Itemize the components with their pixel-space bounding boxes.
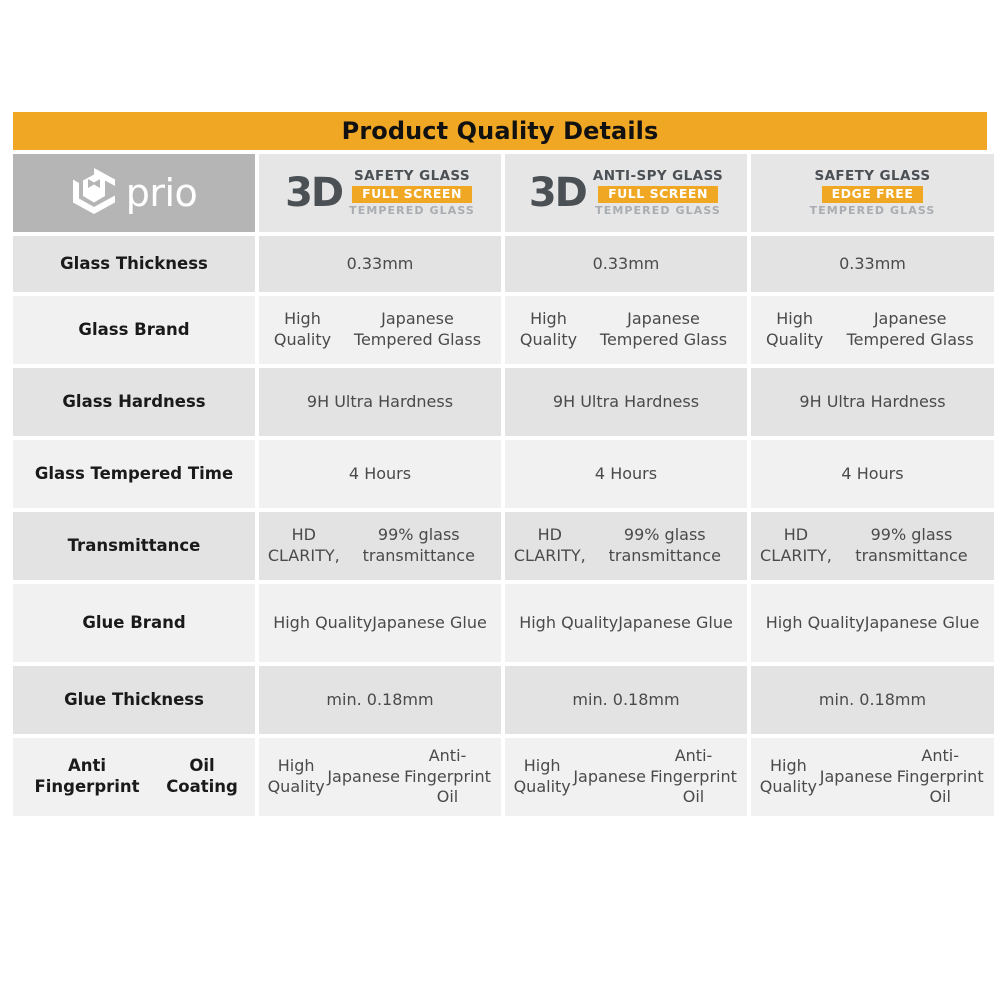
table-row: Glue Thickness min. 0.18mm min. 0.18mm min.… [13,666,994,734]
value-cell: 9H Ultra Hardness [751,368,994,436]
table-row: Glass Hardness 9H Ultra Hardness 9H Ultra … [13,368,994,436]
value-cell: 0.33mm [505,236,747,292]
badge-title-1: SAFETY GLASS [353,167,471,184]
feature-label-cell: Glass Hardness [13,368,255,436]
badge-pill-3: EDGE FREE [821,185,924,203]
table-row: Glass Tempered Time 4 Hours 4 Hours 4 Hours [13,440,994,508]
product-header-2: 3D ANTI-SPY GLASS FULL SCREEN TEMPERED G… [505,154,747,232]
table-row: Glass Brand High Quality Japanese Tempered… [13,296,994,364]
value-cell: HD CLARITY, 99% glass transmittance [751,512,994,580]
badge-subtitle-1: TEMPERED GLASS [349,203,475,217]
value-cell: High Quality Japanese Anti-Fingerprint Oil [505,738,747,816]
value-cell: min. 0.18mm [751,666,994,734]
value-cell: HD CLARITY, 99% glass transmittance [505,512,747,580]
badge-subtitle-2: TEMPERED GLASS [595,203,721,217]
badge-pill-1: FULL SCREEN [352,185,472,203]
brand-logo-cell: prio [13,154,255,232]
feature-label-cell: Anti Fingerprint Oil Coating [13,738,255,816]
table-row: Glue Brand High Quality Japanese Glue High … [13,584,994,662]
page-title: Product Quality Details [341,117,659,145]
value-cell: HD CLARITY, 99% glass transmittance [259,512,501,580]
badge-pill-2: FULL SCREEN [598,185,718,203]
value-cell: 9H Ultra Hardness [259,368,501,436]
badge-text-stack-1: SAFETY GLASS FULL SCREEN TEMPERED GLASS [349,169,475,217]
value-cell: min. 0.18mm [505,666,747,734]
badge-text-stack-3: SAFETY GLASS EDGE FREE TEMPERED GLASS [810,169,936,217]
value-cell: min. 0.18mm [259,666,501,734]
feature-label-cell: Glue Brand [13,584,255,662]
table-body: Glass Thickness 0.33mm 0.33mm 0.33mm Glass B… [13,236,994,816]
value-cell: 0.33mm [751,236,994,292]
table-title-bar: Product Quality Details [13,112,987,150]
value-cell: High Quality Japanese Tempered Glass [751,296,994,364]
value-cell: High Quality Japanese Anti-Fingerprint Oil [259,738,501,816]
feature-label-cell: Glass Thickness [13,236,255,292]
badge-3d-prefix-2: 3D [528,169,588,216]
value-cell: 0.33mm [259,236,501,292]
value-cell: High Quality Japanese Anti-Fingerprint Oil [751,738,994,816]
product-badge-1: 3D SAFETY GLASS FULL SCREEN TEMPERED GLA… [285,169,475,217]
product-header-1: 3D SAFETY GLASS FULL SCREEN TEMPERED GLA… [259,154,501,232]
badge-3d-prefix-1: 3D [285,169,344,216]
value-cell: 4 Hours [259,440,501,508]
product-badge-2: 3D ANTI-SPY GLASS FULL SCREEN TEMPERED G… [529,169,723,217]
prio-hexagon-logo-icon [71,166,117,220]
table-header-row: prio 3D SAFETY GLASS FULL SCREEN TEMPERE… [13,154,994,232]
badge-title-3: SAFETY GLASS [814,167,931,184]
value-cell: High Quality Japanese Glue [505,584,747,662]
feature-label-cell: Glass Brand [13,296,255,364]
product-quality-table: Product Quality Details prio [13,112,994,816]
table-row: Transmittance HD CLARITY, 99% glass transm… [13,512,994,580]
badge-title-2: ANTI-SPY GLASS [592,167,724,184]
value-cell: 4 Hours [505,440,747,508]
product-badge-3: SAFETY GLASS EDGE FREE TEMPERED GLASS [810,169,936,217]
brand-logo: prio [71,166,198,220]
feature-label-cell: Glue Thickness [13,666,255,734]
value-cell: High Quality Japanese Tempered Glass [505,296,747,364]
feature-label-cell: Transmittance [13,512,255,580]
badge-subtitle-3: TEMPERED GLASS [809,203,936,217]
feature-label-cell: Glass Tempered Time [13,440,255,508]
badge-text-stack-2: ANTI-SPY GLASS FULL SCREEN TEMPERED GLAS… [593,169,723,217]
value-cell: High Quality Japanese Tempered Glass [259,296,501,364]
value-cell: High Quality Japanese Glue [751,584,994,662]
table-row: Anti Fingerprint Oil Coating High Quality J… [13,738,994,816]
value-cell: 4 Hours [751,440,994,508]
value-cell: 9H Ultra Hardness [505,368,747,436]
brand-name: prio [125,171,198,215]
product-header-3: SAFETY GLASS EDGE FREE TEMPERED GLASS [751,154,994,232]
table-row: Glass Thickness 0.33mm 0.33mm 0.33mm [13,236,994,292]
value-cell: High Quality Japanese Glue [259,584,501,662]
